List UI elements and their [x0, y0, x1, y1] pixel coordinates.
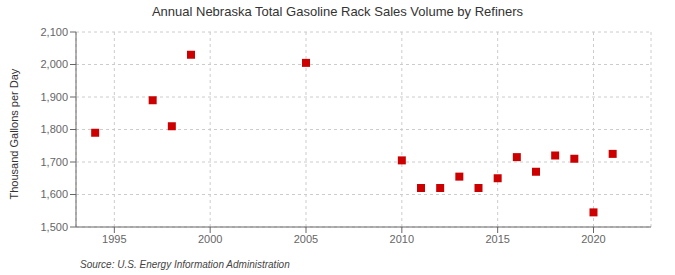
- svg-text:1995: 1995: [102, 233, 126, 245]
- svg-text:1,900: 1,900: [40, 91, 68, 103]
- svg-text:2,100: 2,100: [40, 26, 68, 38]
- svg-text:2020: 2020: [581, 233, 605, 245]
- svg-text:1,600: 1,600: [40, 188, 68, 200]
- svg-text:2010: 2010: [390, 233, 414, 245]
- svg-text:1,800: 1,800: [40, 123, 68, 135]
- svg-text:1,500: 1,500: [40, 221, 68, 233]
- html-text:Annual Nebraska Total Gasoline: Annual Nebraska Total Gasoline Rack Sale…: [151, 4, 524, 19]
- html-text:Source: U.S. Energy Informatio: Source: U.S. Energy Information Administ…: [80, 259, 290, 270]
- svg-text:1,700: 1,700: [40, 156, 68, 168]
- svg-text:Thousand Gallons per Day: Thousand Gallons per Day: [8, 68, 20, 199]
- svg-text:2,000: 2,000: [40, 58, 68, 70]
- svg-text:2000: 2000: [198, 233, 222, 245]
- svg-text:2015: 2015: [485, 233, 509, 245]
- svg-text:2005: 2005: [294, 233, 318, 245]
